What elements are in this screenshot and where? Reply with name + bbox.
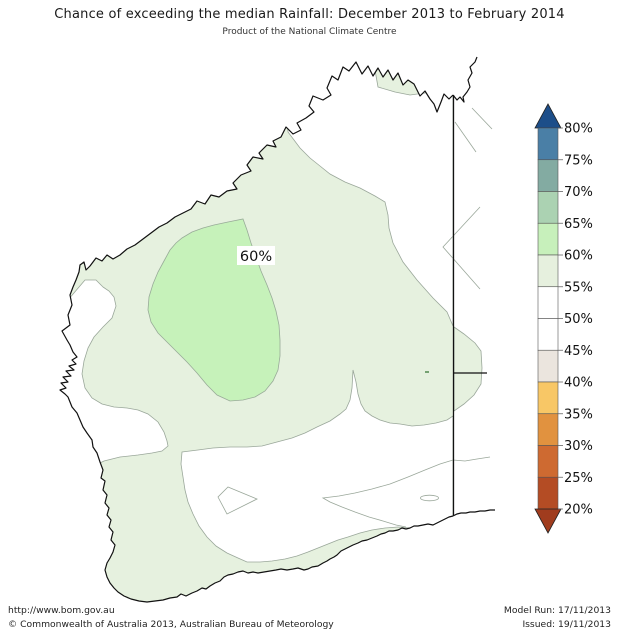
nt-coastline [452,56,478,103]
white-region-west-coast [60,279,169,471]
legend-segment [537,286,559,319]
footer-url: http://www.bom.gov.au [8,605,115,616]
contour-diagonal-ne1 [454,121,477,153]
legend-label: 20% [564,503,593,518]
legend-segment [537,349,559,383]
legend-segment [537,159,559,192]
legend-label: 25% [564,471,593,486]
region-label-bg [237,246,275,265]
legend-arrow-down [534,508,562,534]
legend-segment [537,254,559,288]
bight-coastline-east [452,509,495,517]
page-title: Chance of exceeding the median Rainfall:… [54,7,565,22]
contour-speck-nw [107,240,113,243]
legend-segment [537,476,559,510]
wa-coastline [59,61,454,603]
legend-segment [537,381,559,415]
contour-chevron-ne [442,206,481,290]
contour-diagonal-ne2 [471,107,493,130]
legend-label: 40% [564,376,593,391]
legend-arrow-up [534,103,562,129]
region-label: 60% [240,249,272,265]
legend-label: 50% [564,312,593,327]
footer-issued: Issued: 19/11/2013 [522,619,611,630]
page-subtitle: Product of the National Climate Centre [222,27,397,37]
footer-copyright: © Commonwealth of Australia 2013, Austra… [8,619,334,630]
legend-segment [537,127,559,161]
legend-label: 75% [564,153,593,168]
footer-model-run: Model Run: 17/11/2013 [503,605,611,616]
percent-legend-colorbar: 80% 75% 70% 65% 60% 55% 50% 45% 40% 35% 30% 25% 20% [534,103,593,534]
legend-label: 30% [564,439,593,454]
legend-segment [537,445,559,478]
legend-segment [537,413,559,446]
legend-label: 65% [564,217,593,232]
contour-triangle-45 [217,486,258,515]
contour-ellipse-45 [420,494,439,502]
legend-label: 60% [564,249,593,264]
footer-right: Model Run: 17/11/2013 Issued: 19/11/2013 [504,604,611,632]
legend-segment [537,318,559,351]
green-band-east [453,326,483,412]
legend-label: 80% [564,122,593,137]
legend-segment [537,191,559,224]
legend-label: 45% [564,344,593,359]
legend-label: 35% [564,407,593,422]
footer-left: http://www.bom.gov.au © Commonwealth of … [8,604,334,632]
legend-label: 70% [564,185,593,200]
legend-segment [537,222,559,256]
legend-label: 55% [564,280,593,295]
